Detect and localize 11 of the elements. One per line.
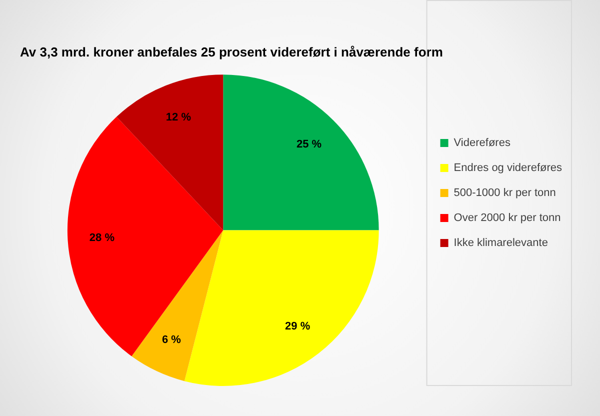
data-label: 12 % — [166, 111, 192, 124]
text: Av 3,3 mrd. kroner anbefales 25 prosent videreført i nåværende form — [20, 44, 443, 60]
data-label: 25 % — [296, 138, 322, 150]
legend-label: Over 2000 kr per tonn — [454, 212, 561, 224]
legend-label: Endres og videreføres — [454, 162, 562, 174]
legend-label: Ikke klimarelevante — [454, 237, 548, 250]
data-label: 28 % — [89, 232, 115, 244]
legend-label: 500-1000 kr per tonn — [454, 187, 556, 200]
data-label: 29 % — [285, 320, 310, 332]
data-label: 6 % — [162, 334, 182, 346]
legend-label: Videreføres — [454, 137, 511, 150]
